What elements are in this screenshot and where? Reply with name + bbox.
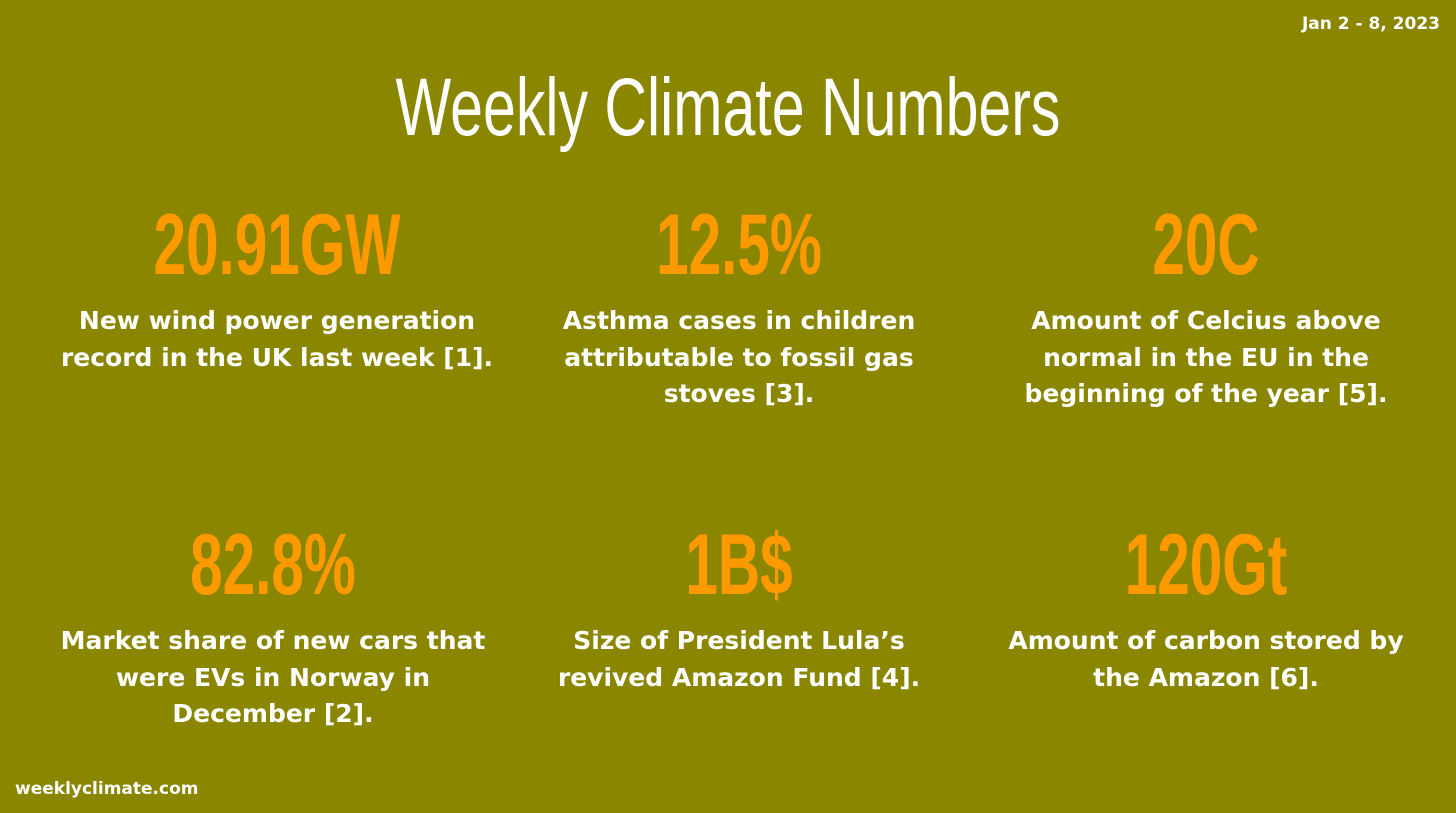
stat-value: 20C: [1152, 197, 1260, 293]
stat-value: 82.8%: [190, 517, 356, 613]
stat-card-amazon-carbon: 120Gt Amount of carbon stored by the Ama…: [971, 517, 1441, 696]
stat-description: Amount of carbon stored by the Amazon [6…: [1008, 626, 1404, 692]
stat-card-ev-share: 82.8% Market share of new cars that were…: [38, 517, 508, 733]
stat-value: 20.91GW: [153, 197, 401, 293]
stat-value: 12.5%: [656, 197, 822, 293]
stat-description: Size of President Lula’s revived Amazon …: [557, 626, 921, 692]
stat-description: Market share of new cars that were EVs i…: [60, 626, 486, 728]
stat-card-asthma: 12.5% Asthma cases in children attributa…: [504, 197, 974, 413]
stat-card-wind: 20.91GW New wind power generation record…: [42, 197, 512, 376]
stat-card-temperature: 20C Amount of Celcius above normal in th…: [971, 197, 1441, 413]
stat-description: New wind power generation record in the …: [60, 306, 494, 372]
stat-card-amazon-fund: 1B$ Size of President Lula’s revived Ama…: [504, 517, 974, 696]
stat-description: Amount of Celcius above normal in the EU…: [1024, 306, 1388, 408]
stat-description: Asthma cases in children attributable to…: [562, 306, 916, 408]
stat-value: 1B$: [685, 517, 793, 613]
page-title: Weekly Climate Numbers: [395, 62, 1061, 153]
stat-value: 120Gt: [1124, 517, 1288, 613]
date-range: Jan 2 - 8, 2023: [1301, 14, 1440, 34]
site-url: weeklyclimate.com: [15, 779, 199, 799]
